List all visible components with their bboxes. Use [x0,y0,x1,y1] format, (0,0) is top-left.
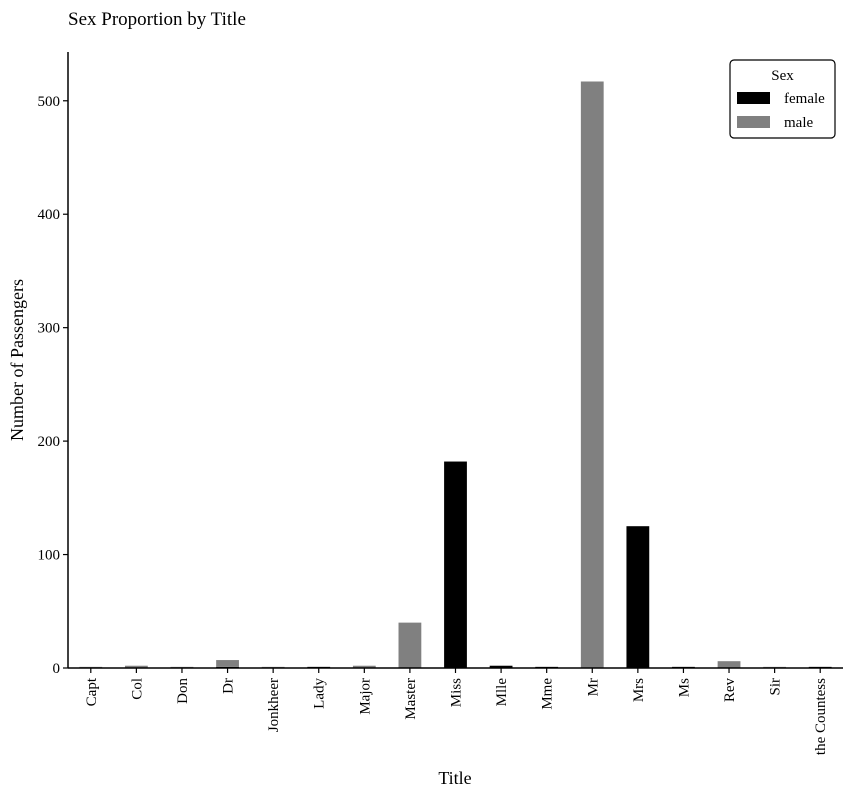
x-tick-label: Mme [540,678,556,710]
legend: Sex female male [729,59,836,139]
x-tick-label: Master [403,678,419,720]
legend-title: Sex [771,68,794,84]
x-tick-label: Don [175,678,191,704]
y-axis: 0 100 200 300 400 500 [38,52,69,677]
legend-swatch-male [737,116,770,128]
x-tick-label: Capt [84,677,100,706]
x-tick-label: Rev [722,678,738,703]
bar-female-mrs [626,526,650,668]
y-tick-label: 100 [38,548,61,564]
y-tick-label: 500 [38,94,61,110]
y-tick-label: 400 [38,207,61,223]
legend-swatch-female [737,92,770,104]
x-tick-label: the Countess [813,678,829,755]
x-tick-label: Lady [312,678,328,709]
bar-female-mlle [489,665,513,668]
bar-male-dr [216,660,239,667]
x-axis: Capt Col Don Dr Jonkheer Lady Major Master Miss M… [68,667,843,755]
bar-male-master [398,622,422,668]
y-axis-label: Number of Passengers [7,279,27,441]
y-tick-label: 200 [38,434,61,450]
x-tick-label: Sir [768,678,784,696]
y-tick-label: 300 [38,321,61,337]
bar-female-miss [444,461,467,668]
x-tick-label: Mlle [494,678,510,707]
bar-male-mr [580,81,604,668]
x-tick-label: Jonkheer [266,678,282,732]
bar-male-major [352,665,376,668]
x-tick-label: Col [129,678,145,700]
x-tick-label: Dr [221,678,237,694]
bars-group [79,81,832,668]
y-tick-label: 0 [53,661,61,677]
x-tick-label: Major [357,678,373,715]
chart-title: Sex Proportion by Title [68,9,246,30]
x-tick-label: Ms [676,678,692,697]
bar-male-col [124,665,148,668]
x-axis-label: Title [438,768,471,788]
x-tick-label: Mr [585,678,601,696]
bar-male-rev [717,661,741,668]
x-tick-label: Miss [449,678,465,707]
legend-label-male: male [784,115,813,131]
legend-label-female: female [784,91,825,107]
x-tick-label: Mrs [631,678,647,702]
